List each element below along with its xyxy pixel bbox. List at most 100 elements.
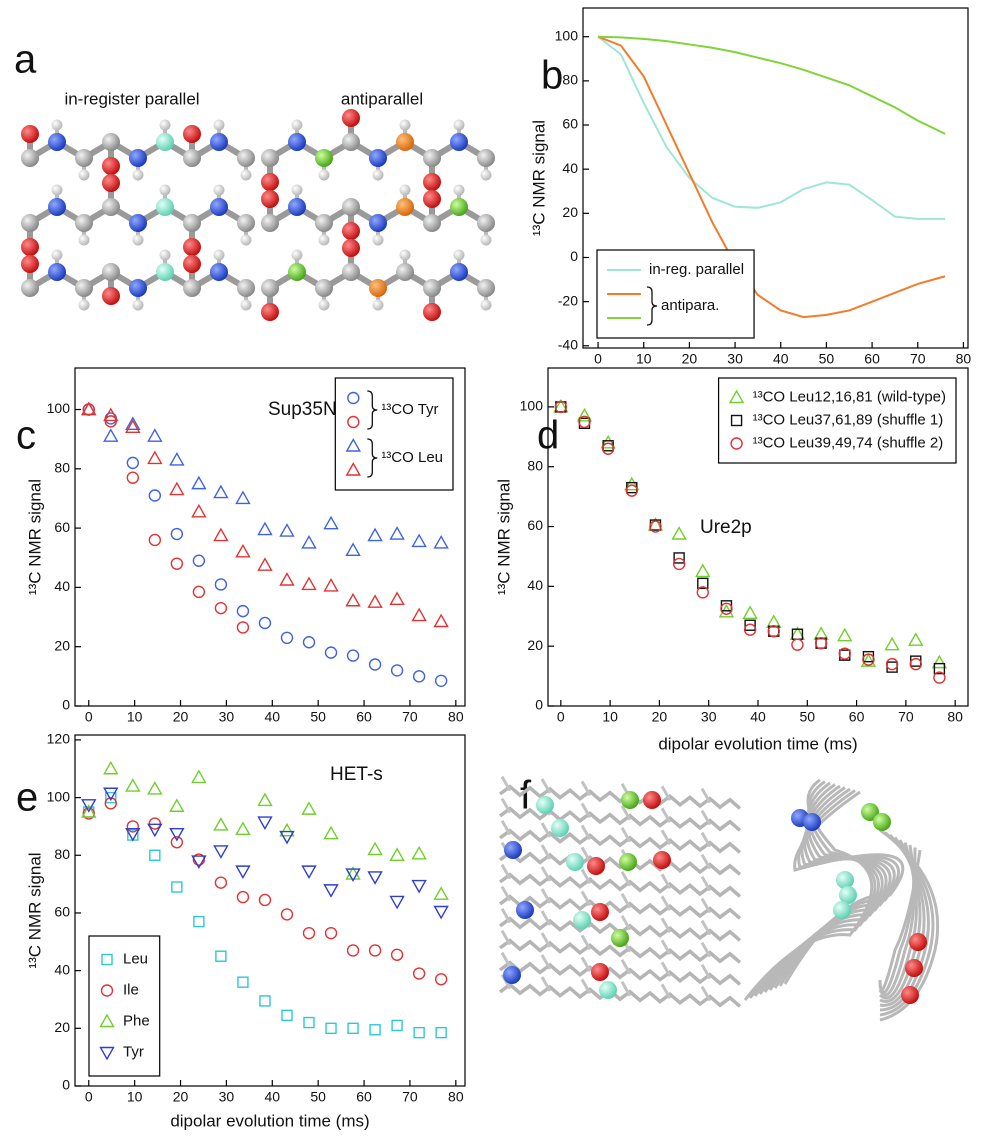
panel-label: a xyxy=(14,38,37,82)
atom xyxy=(453,119,465,131)
panel-label: b xyxy=(541,54,563,98)
marker xyxy=(838,647,851,660)
atom xyxy=(288,198,306,216)
marker xyxy=(214,601,228,615)
stick xyxy=(700,787,712,804)
x-tick-label: 20 xyxy=(652,709,668,725)
stick xyxy=(540,844,552,860)
legend-label: Leu xyxy=(123,950,148,967)
atom xyxy=(213,249,225,261)
y-tick-label: 80 xyxy=(527,457,543,473)
stick xyxy=(498,894,742,920)
atom xyxy=(21,125,39,143)
legend-frame xyxy=(717,377,957,464)
atom xyxy=(396,263,414,281)
marker xyxy=(434,674,448,687)
stick xyxy=(660,961,672,977)
marker xyxy=(554,400,568,414)
legend-frame xyxy=(334,377,454,491)
marker xyxy=(728,389,745,404)
x-tick-label: 70 xyxy=(402,709,418,725)
atom xyxy=(291,184,303,196)
atom xyxy=(21,255,39,273)
stick xyxy=(620,981,632,997)
marker xyxy=(105,791,117,804)
marker xyxy=(933,671,946,684)
y-axis-label: ¹³C NMR signal xyxy=(25,852,44,968)
atom xyxy=(396,198,414,216)
marker xyxy=(576,407,593,422)
x-tick-label: 0 xyxy=(85,709,93,725)
atom xyxy=(399,119,411,131)
marker xyxy=(345,438,362,452)
marker xyxy=(279,822,295,837)
stick xyxy=(620,805,632,821)
y-tick-label: 40 xyxy=(562,160,578,176)
atom xyxy=(516,901,534,919)
marker xyxy=(884,636,900,651)
annotation: Sup35NM xyxy=(268,399,353,420)
marker xyxy=(279,572,295,586)
marker xyxy=(345,462,362,476)
marker xyxy=(103,760,119,775)
atom xyxy=(901,986,919,1004)
marker xyxy=(257,792,273,807)
y-tick-label: -20 xyxy=(558,292,578,308)
atom xyxy=(48,133,66,151)
atom xyxy=(240,234,252,246)
marker xyxy=(813,626,829,640)
marker xyxy=(81,804,97,818)
atom xyxy=(21,238,39,256)
marker xyxy=(82,807,95,820)
y-tick-label: 80 xyxy=(54,460,70,476)
atom xyxy=(261,149,279,167)
atom xyxy=(318,299,330,311)
atom xyxy=(342,222,360,240)
x-tick-label: 80 xyxy=(947,709,963,725)
atom xyxy=(536,796,554,814)
marker xyxy=(696,586,709,599)
atom xyxy=(210,263,228,281)
atom xyxy=(129,149,147,167)
marker xyxy=(301,865,317,880)
x-tick-label: 60 xyxy=(864,351,880,367)
marker xyxy=(214,578,228,591)
stick xyxy=(660,983,672,999)
stick xyxy=(700,831,712,848)
marker xyxy=(324,646,338,659)
marker xyxy=(767,625,780,638)
panel-label: c xyxy=(16,414,36,458)
atom xyxy=(619,853,637,871)
stick xyxy=(620,915,632,931)
atom xyxy=(129,214,147,232)
atom xyxy=(132,234,144,246)
marker xyxy=(730,414,743,427)
atom xyxy=(132,299,144,311)
marker xyxy=(411,607,427,622)
marker xyxy=(886,661,898,673)
y-tick-label: 80 xyxy=(562,72,578,88)
marker xyxy=(697,577,709,590)
marker xyxy=(281,1009,293,1022)
y-tick-label: -40 xyxy=(558,336,578,352)
stick xyxy=(580,802,592,819)
stick xyxy=(580,780,592,797)
marker xyxy=(169,481,185,496)
atom xyxy=(839,886,857,904)
stick xyxy=(498,872,742,898)
marker xyxy=(99,1046,115,1061)
legend: ¹³CO Tyr ¹³CO Leu xyxy=(334,377,454,491)
marker xyxy=(837,627,853,642)
x-tick-label: 50 xyxy=(819,351,835,367)
atom xyxy=(450,133,468,151)
atom xyxy=(288,263,306,281)
marker xyxy=(368,658,382,671)
marker xyxy=(280,908,294,921)
marker xyxy=(237,976,249,988)
atom xyxy=(342,263,360,281)
marker xyxy=(148,489,162,502)
stick xyxy=(700,875,712,892)
atom xyxy=(503,966,521,984)
marker xyxy=(236,621,250,634)
marker xyxy=(192,554,206,567)
